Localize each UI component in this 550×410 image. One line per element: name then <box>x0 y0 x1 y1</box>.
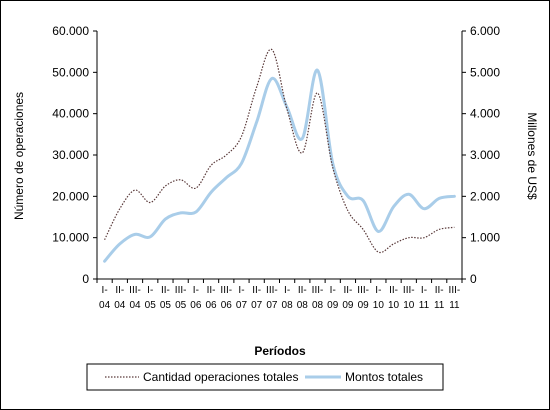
series-layer <box>103 48 456 263</box>
x-tick-label-period: I- <box>238 285 244 296</box>
x-tick-label-period: III- <box>403 285 415 296</box>
x-tick-label-year: 11 <box>419 300 430 311</box>
y-tick-label-right: 4.000 <box>470 107 500 121</box>
right-tick-labels: 0 1.000 2.000 3.000 4.000 5.000 6.000 <box>470 24 500 286</box>
x-tick-label-year: 05 <box>175 300 187 311</box>
y-tick-label-right: 3.000 <box>470 148 500 162</box>
legend-label-operaciones: Cantidad operaciones totales <box>143 370 298 384</box>
y-tick-label-right: 0 <box>470 272 477 286</box>
x-tick-label-year: 10 <box>403 300 415 311</box>
series-line-montos <box>103 68 456 263</box>
x-tick-label-period: III- <box>266 285 278 296</box>
x-tick-label-year: 09 <box>342 300 354 311</box>
legend-box <box>86 363 444 391</box>
x-tick-label-year: 06 <box>190 300 202 311</box>
x-tick-label-year: 07 <box>251 300 263 311</box>
x-tick-label-year: 04 <box>114 300 126 311</box>
x-tick-label-period: II- <box>115 285 124 296</box>
x-tick-label-year: 11 <box>449 300 460 311</box>
x-tick-label-period: III- <box>129 285 141 296</box>
x-tick-label-period: I- <box>284 285 290 296</box>
x-tick-label-year: 04 <box>99 300 111 311</box>
x-tick-label-period: I- <box>330 285 336 296</box>
y-tick-label-left: 50.000 <box>52 65 89 79</box>
y-tick-label-right: 6.000 <box>470 24 500 38</box>
x-tick-label-period: II- <box>435 285 444 296</box>
y-axis-title-right: Millones de US$ <box>525 112 539 200</box>
x-tick-label-period: II- <box>389 285 398 296</box>
y-tick-label-left: 30.000 <box>52 148 89 162</box>
x-axis-title: Períodos <box>254 344 306 358</box>
x-tick-label-year: 10 <box>388 300 400 311</box>
x-tick-label-period: II- <box>207 285 216 296</box>
legend-label-montos: Montos totales <box>345 370 423 384</box>
legend: Cantidad operaciones totales Montos tota… <box>86 363 444 391</box>
x-tick-label-period: II- <box>252 285 261 296</box>
x-tick-label-period: III- <box>220 285 232 296</box>
y-tick-label-right: 1.000 <box>470 231 500 245</box>
y-tick-label-left: 60.000 <box>52 24 89 38</box>
x-tick-label-period: III- <box>175 285 187 296</box>
x-tick-label-year: 08 <box>297 300 309 311</box>
left-tick-labels: 0 10.000 20.000 30.000 40.000 50.000 60.000 <box>52 24 89 286</box>
x-tick-label-year: 07 <box>266 300 278 311</box>
x-tick-label-period: II- <box>161 285 170 296</box>
series-line-operaciones <box>104 48 455 254</box>
x-tick-label-year: 08 <box>312 300 324 311</box>
x-tick-label-period: I- <box>193 285 199 296</box>
x-tick-label-period: I- <box>102 285 108 296</box>
x-tick-label-period: I- <box>375 285 381 296</box>
x-tick-label-year: 04 <box>129 300 141 311</box>
y-axis-title-left: Número de operaciones <box>12 92 26 220</box>
x-tick-label-period: I- <box>421 285 427 296</box>
y-tick-label-left: 0 <box>82 272 89 286</box>
axes <box>93 30 466 283</box>
x-tick-label-period: III- <box>312 285 324 296</box>
y-tick-label-left: 10.000 <box>52 231 89 245</box>
y-tick-label-left: 20.000 <box>52 189 89 203</box>
x-tick-label-year: 09 <box>358 300 370 311</box>
x-tick-labels: I-04II-04III-04I-05II-05III-05I-06II-06I… <box>99 285 460 311</box>
x-tick-label-year: 11 <box>434 300 445 311</box>
y-tick-label-right: 5.000 <box>470 65 500 79</box>
x-tick-label-year: 06 <box>221 300 233 311</box>
x-tick-label-year: 05 <box>145 300 157 311</box>
x-tick-label-period: II- <box>343 285 352 296</box>
x-tick-label-period: I- <box>147 285 153 296</box>
x-tick-label-period: III- <box>357 285 369 296</box>
x-tick-label-year: 07 <box>236 300 248 311</box>
y-tick-label-right: 2.000 <box>470 189 500 203</box>
x-tick-label-year: 08 <box>282 300 294 311</box>
x-tick-label-year: 06 <box>206 300 218 311</box>
x-tick-label-period: II- <box>298 285 307 296</box>
x-tick-label-period: III- <box>449 285 461 296</box>
y-tick-label-left: 40.000 <box>52 107 89 121</box>
x-tick-label-year: 05 <box>160 300 172 311</box>
x-tick-label-year: 09 <box>327 300 339 311</box>
x-tick-label-year: 10 <box>373 300 385 311</box>
